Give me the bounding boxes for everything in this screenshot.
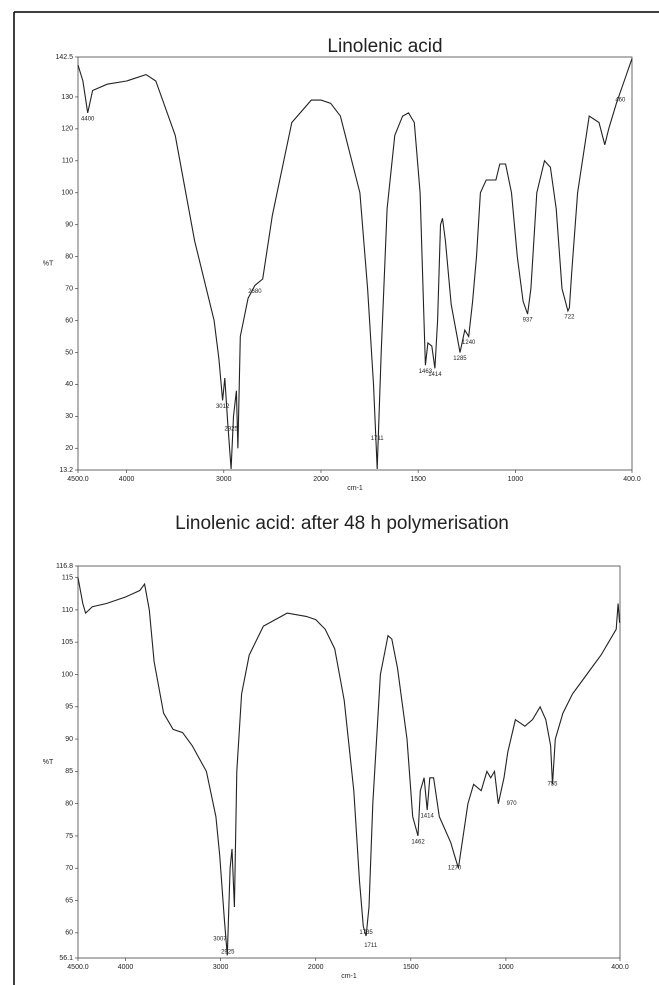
y-tick-label: 130	[61, 94, 73, 101]
y-tick-label: 100	[61, 190, 73, 197]
peak-label: 2680	[248, 289, 262, 295]
y-tick-label: 20	[65, 445, 73, 452]
y-tick-label: 95	[65, 704, 73, 711]
y-tick-label: 90	[65, 222, 73, 229]
spectrum-line	[77, 577, 621, 956]
peak-label: 1270	[448, 865, 462, 871]
y-tick-label: 40	[65, 381, 73, 388]
peak-label: 1240	[462, 340, 476, 346]
y-tick-label: 110	[62, 158, 73, 165]
x-tick-label: 2000	[313, 476, 329, 483]
y-tick-label: 75	[65, 833, 73, 840]
peak-label: 3012	[216, 404, 230, 410]
y-tick-label: 85	[65, 768, 73, 775]
y-tick-label: 115	[62, 574, 73, 581]
x-tick-label: 1000	[498, 964, 514, 971]
y-axis-label: %T	[43, 260, 54, 267]
x-tick-label: 400.0	[623, 476, 641, 483]
y-tick-label: 116.8	[56, 563, 73, 570]
peak-label: 1711	[371, 436, 385, 442]
y-tick-label: 80	[65, 800, 73, 807]
y-tick-label: 65	[65, 897, 73, 904]
chart-title: Linolenic acid	[327, 36, 442, 57]
y-tick-label: 70	[65, 865, 73, 872]
y-tick-label: 80	[65, 253, 73, 260]
peak-label: 460	[615, 97, 626, 103]
y-tick-label: 110	[62, 607, 73, 614]
peak-label: 2925	[221, 949, 235, 955]
chart-title: Linolenic acid: after 48 h polymerisatio…	[175, 513, 509, 534]
x-tick-label: 4000	[118, 964, 134, 971]
peak-label: 2925	[224, 426, 238, 432]
y-tick-label: 142.5	[55, 54, 73, 61]
peak-label: 755	[547, 781, 558, 787]
y-tick-label: 90	[65, 736, 73, 743]
x-axis-label: cm-1	[341, 973, 357, 980]
plot-frame	[77, 56, 633, 471]
peak-label: 1462	[411, 840, 425, 846]
peak-label: 1414	[420, 814, 434, 820]
y-tick-label: 60	[65, 317, 73, 324]
peak-label: 970	[507, 801, 518, 807]
y-tick-label: 60	[65, 930, 73, 937]
y-tick-label: 30	[65, 413, 73, 420]
peak-label: 1414	[428, 372, 442, 378]
peak-label: 937	[523, 318, 534, 324]
x-axis-label: cm-1	[347, 485, 363, 492]
peak-label: 3007	[213, 936, 227, 942]
x-tick-label: 4000	[119, 476, 135, 483]
y-tick-label: 105	[61, 639, 73, 646]
x-tick-label: 4500.0	[67, 964, 89, 971]
y-tick-label: 56.1	[59, 955, 73, 962]
x-tick-label: 400.0	[611, 964, 629, 971]
peak-label: 1285	[453, 356, 467, 362]
x-tick-label: 1500	[403, 964, 419, 971]
y-tick-label: 120	[61, 126, 73, 133]
spectrum-line	[77, 58, 633, 470]
peak-label: 1463	[419, 369, 433, 375]
y-tick-label: 13.2	[59, 467, 73, 474]
x-tick-label: 3000	[216, 476, 232, 483]
peak-label: 1735	[359, 930, 373, 936]
x-tick-label: 1000	[508, 476, 524, 483]
y-tick-label: 50	[65, 349, 73, 356]
peak-label: 1711	[364, 943, 378, 949]
peak-label: 4400	[81, 116, 95, 122]
x-tick-label: 1500	[410, 476, 426, 483]
y-axis-label: %T	[43, 759, 54, 766]
peak-label: 722	[564, 315, 575, 321]
y-tick-label: 70	[65, 285, 73, 292]
x-tick-label: 3000	[213, 964, 229, 971]
plot-frame	[77, 565, 621, 959]
x-tick-label: 2000	[308, 964, 324, 971]
x-tick-label: 4500.0	[67, 476, 89, 483]
y-tick-label: 100	[61, 671, 73, 678]
